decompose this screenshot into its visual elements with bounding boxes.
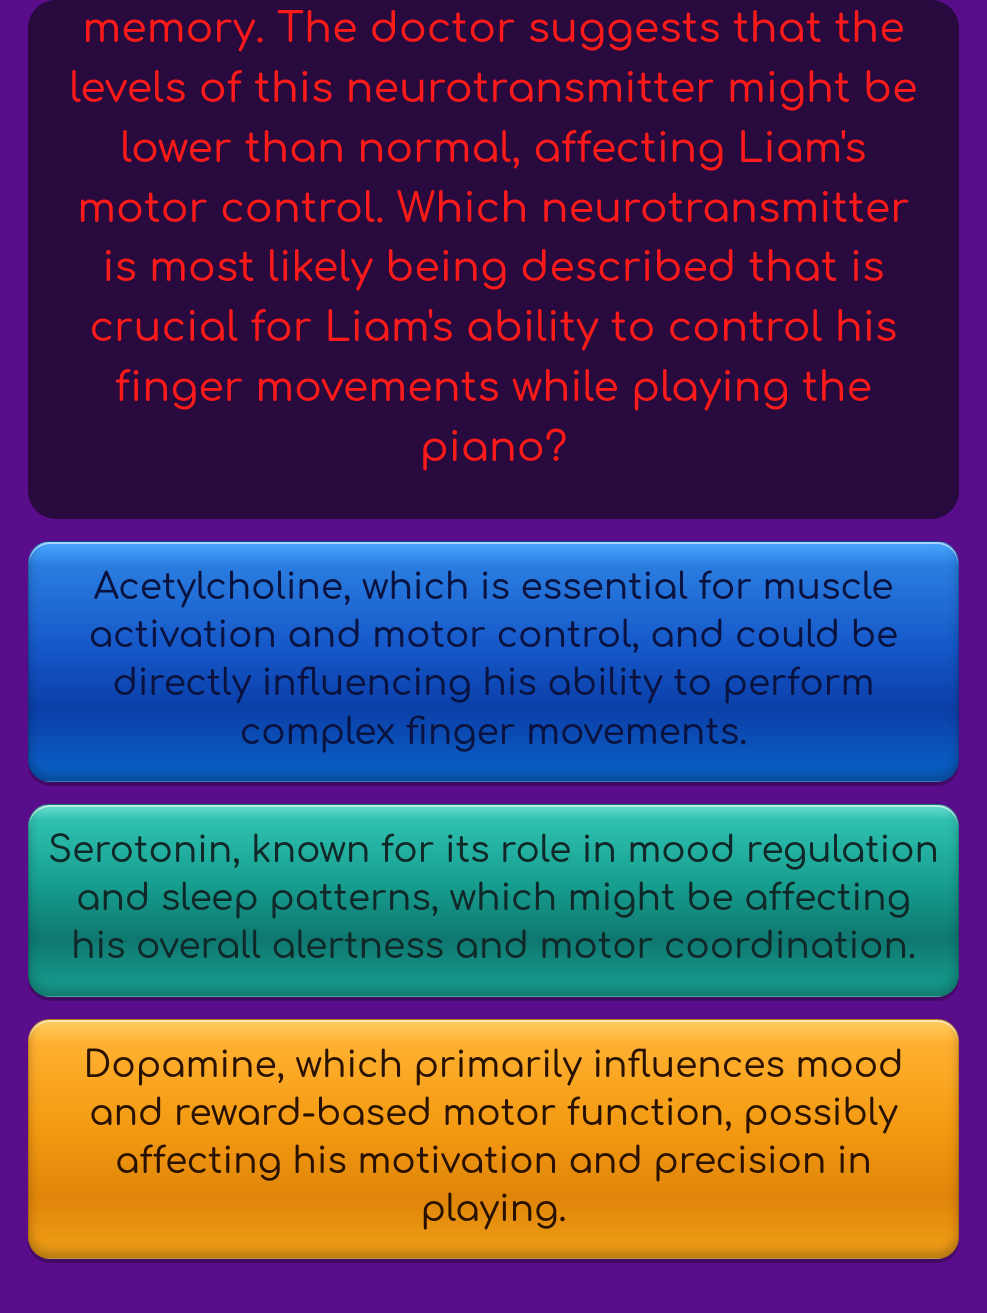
answer-option-1[interactable]: Acetylcholine, which is essential for mu… bbox=[28, 541, 959, 782]
question-card: memory. The doctor suggests that the lev… bbox=[28, 0, 959, 519]
answer-option-1-text: Acetylcholine, which is essential for mu… bbox=[89, 568, 898, 753]
answer-option-2-text: Serotonin, known for its role in mood re… bbox=[48, 831, 939, 967]
answer-option-2[interactable]: Serotonin, known for its role in mood re… bbox=[28, 804, 959, 997]
answer-option-3-text: Dopamine, which primarily influences moo… bbox=[84, 1046, 904, 1231]
answer-option-3[interactable]: Dopamine, which primarily influences moo… bbox=[28, 1019, 959, 1260]
question-text: memory. The doctor suggests that the lev… bbox=[58, 0, 929, 479]
